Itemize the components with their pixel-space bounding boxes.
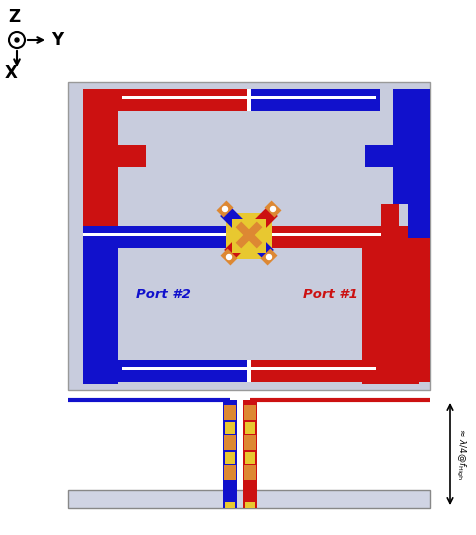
- Bar: [245, 422, 255, 434]
- Bar: [245, 502, 255, 508]
- Bar: [226, 213, 272, 259]
- Bar: [224, 405, 236, 420]
- Bar: [362, 248, 397, 384]
- Circle shape: [222, 207, 228, 211]
- Bar: [247, 360, 251, 382]
- Text: Port #1: Port #1: [303, 288, 357, 302]
- Bar: [122, 367, 249, 370]
- Bar: [225, 502, 235, 508]
- Bar: [83, 233, 249, 236]
- Bar: [83, 89, 118, 238]
- Bar: [408, 89, 430, 238]
- Bar: [249, 360, 380, 382]
- Text: Port #2: Port #2: [136, 288, 190, 302]
- Bar: [249, 96, 376, 99]
- Bar: [247, 89, 251, 111]
- Bar: [244, 435, 256, 450]
- Bar: [68, 82, 430, 390]
- Polygon shape: [265, 201, 281, 218]
- Bar: [118, 89, 249, 111]
- Bar: [249, 233, 381, 236]
- Polygon shape: [236, 221, 262, 248]
- Bar: [249, 226, 381, 248]
- Circle shape: [267, 255, 271, 259]
- Bar: [223, 490, 237, 508]
- Bar: [225, 422, 235, 434]
- Bar: [247, 226, 251, 248]
- Polygon shape: [220, 206, 274, 260]
- Bar: [224, 435, 236, 450]
- Bar: [118, 145, 146, 167]
- Bar: [249, 367, 376, 370]
- Bar: [223, 400, 237, 490]
- Bar: [83, 226, 249, 248]
- Bar: [393, 89, 419, 204]
- Polygon shape: [220, 249, 238, 265]
- Bar: [243, 490, 257, 508]
- Bar: [83, 248, 118, 384]
- Bar: [224, 465, 236, 480]
- Bar: [244, 465, 256, 480]
- Circle shape: [15, 38, 19, 42]
- Bar: [244, 405, 256, 420]
- Polygon shape: [236, 221, 262, 248]
- Bar: [225, 452, 235, 464]
- Bar: [408, 140, 430, 382]
- Text: Z: Z: [8, 8, 20, 26]
- Text: $\approx\lambda/4@f_{\mathrm{High}}$: $\approx\lambda/4@f_{\mathrm{High}}$: [454, 427, 467, 481]
- Polygon shape: [217, 201, 234, 218]
- Bar: [397, 248, 419, 384]
- Polygon shape: [224, 206, 278, 260]
- Bar: [381, 204, 399, 226]
- Bar: [381, 226, 430, 252]
- Circle shape: [270, 207, 276, 211]
- Bar: [249, 89, 380, 111]
- Bar: [118, 360, 249, 382]
- Bar: [122, 96, 249, 99]
- Bar: [232, 219, 266, 253]
- Bar: [245, 452, 255, 464]
- Polygon shape: [260, 249, 278, 265]
- Bar: [68, 490, 430, 508]
- Bar: [365, 145, 393, 167]
- Text: Y: Y: [51, 31, 63, 49]
- Text: X: X: [5, 64, 18, 82]
- Circle shape: [227, 255, 231, 259]
- Bar: [243, 400, 257, 490]
